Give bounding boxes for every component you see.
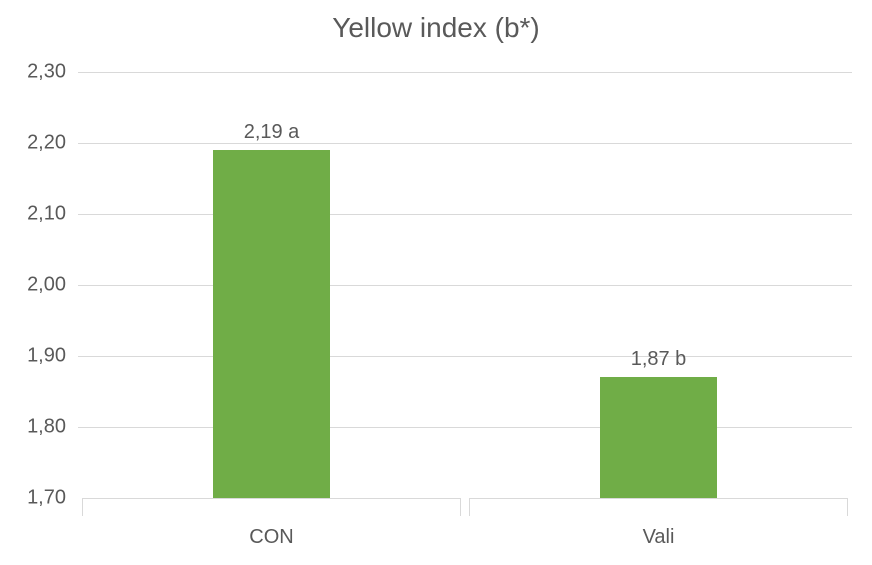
bar-value-label: 2,19 a [244, 121, 300, 144]
chart-title: Yellow index (b*) [0, 12, 872, 44]
gridline [78, 214, 852, 215]
category-baseline [469, 498, 848, 516]
gridline [78, 285, 852, 286]
category-divider [74, 498, 82, 516]
bar [213, 150, 329, 498]
y-axis-label: 2,10 [0, 203, 66, 226]
gridline [78, 143, 852, 144]
x-axis-label: Vali [643, 526, 675, 549]
category-baseline [82, 498, 461, 516]
y-axis-label: 2,00 [0, 274, 66, 297]
plot-area: 1,701,801,902,002,102,202,302,19 aCON1,8… [78, 72, 852, 498]
yellow-index-chart: Yellow index (b*) 1,701,801,902,002,102,… [0, 0, 872, 565]
y-axis-label: 2,20 [0, 132, 66, 155]
y-axis-label: 1,80 [0, 416, 66, 439]
bar-value-label: 1,87 b [631, 348, 687, 371]
gridline [78, 356, 852, 357]
y-axis-label: 1,90 [0, 345, 66, 368]
bar [600, 377, 716, 498]
category-divider [848, 498, 856, 516]
category-divider [461, 498, 469, 516]
y-axis-label: 1,70 [0, 487, 66, 510]
gridline [78, 72, 852, 73]
gridline [78, 427, 852, 428]
y-axis-label: 2,30 [0, 61, 66, 84]
x-axis-label: CON [249, 526, 293, 549]
